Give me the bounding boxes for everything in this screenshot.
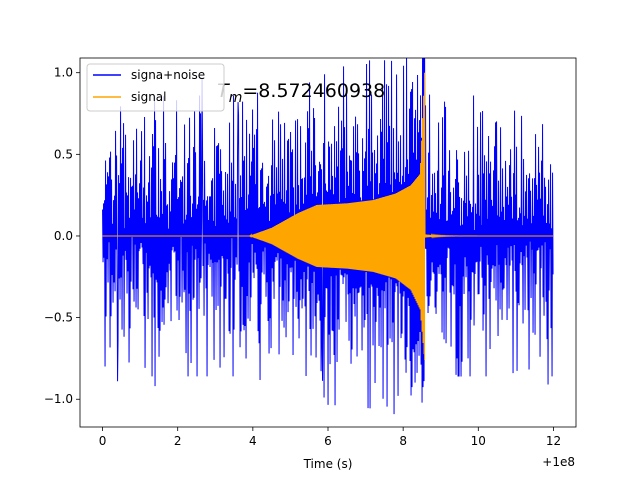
x-tick-label: 2: [174, 434, 182, 448]
x-axis-ticks: 0 2 4 6 8 10 12: [99, 427, 561, 448]
y-tick-label: 0.5: [54, 147, 73, 161]
chart-annotation: Tm=8.572460938: [217, 80, 385, 106]
x-tick-label: 10: [471, 434, 486, 448]
y-tick-label: −0.5: [44, 311, 73, 325]
legend-label-signal-plus-noise: signa+noise: [131, 68, 205, 82]
x-tick-label: 0: [99, 434, 107, 448]
series-line-signal: [102, 72, 554, 361]
x-axis-label: Time (s): [303, 457, 353, 471]
y-axis-ticks: −1.0 −0.5 0.0 0.5 1.0: [44, 66, 80, 406]
x-tick-label: 4: [249, 434, 257, 448]
legend: signa+noise signal: [86, 63, 225, 112]
annotation-value: =8.572460938: [242, 80, 385, 102]
y-tick-label: −1.0: [44, 392, 73, 406]
y-tick-label: 0.0: [54, 229, 73, 243]
legend-box: [86, 63, 225, 112]
x-axis-offset-label: +1e8: [542, 455, 575, 469]
annotation-subscript: m: [229, 90, 243, 106]
x-tick-label: 12: [546, 434, 561, 448]
legend-label-signal: signal: [131, 90, 167, 104]
series-line-signal-plus-noise: [102, 58, 554, 415]
y-tick-label: 1.0: [54, 66, 73, 80]
x-tick-label: 8: [399, 434, 407, 448]
series-layer: [102, 58, 554, 415]
x-tick-label: 6: [324, 434, 332, 448]
